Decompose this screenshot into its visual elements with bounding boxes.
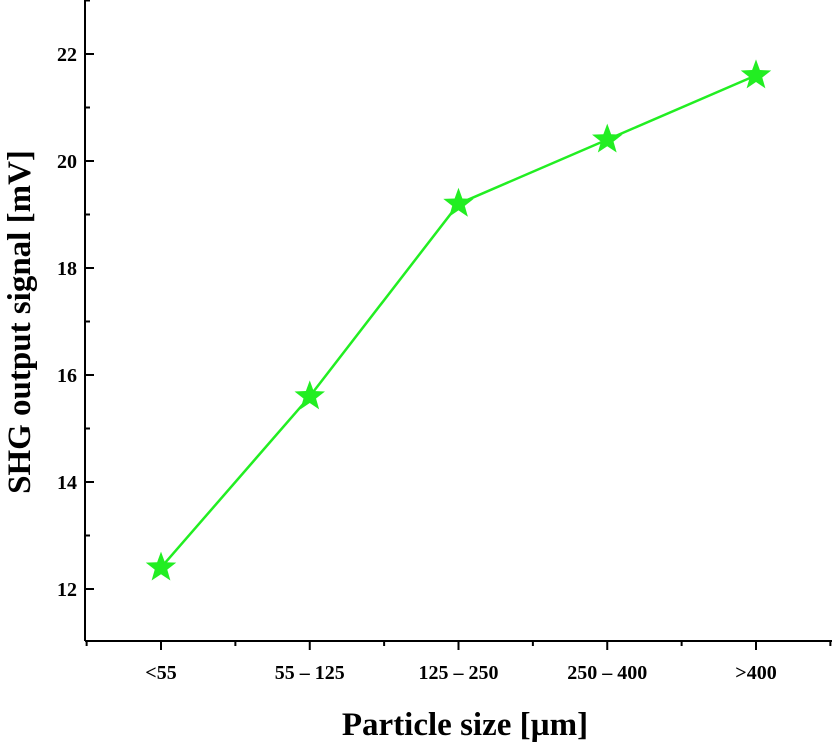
y-tick-label: 12	[57, 579, 77, 601]
y-tick-label: 22	[57, 44, 77, 66]
y-tick-label: 20	[57, 151, 77, 173]
x-tick-label: 55 – 125	[275, 662, 345, 684]
x-tick-label: 125 – 250	[419, 662, 499, 684]
axes	[84, 0, 832, 642]
data-point-star	[443, 187, 474, 217]
series-line	[160, 74, 757, 569]
x-ticks: <55 55 – 125 125 – 250 250 – 400 >400	[85, 641, 832, 684]
x-tick-label: 250 – 400	[567, 662, 647, 684]
plot-area	[145, 59, 772, 581]
y-axis-title: SHG output signal [mV]	[2, 150, 38, 494]
x-tick-label: >400	[735, 662, 776, 684]
x-tick-label: <55	[145, 662, 176, 684]
data-point-star	[145, 551, 177, 581]
y-tick-label: 16	[57, 365, 77, 387]
y-ticks: 12 14 16 18 20 22	[57, 0, 94, 601]
data-point-star	[740, 59, 772, 89]
data-point-star	[294, 380, 325, 410]
x-axis-title: Particle size [µm]	[342, 707, 588, 743]
y-tick-label: 14	[57, 472, 77, 494]
y-tick-label: 18	[57, 258, 77, 280]
data-point-star	[592, 123, 623, 153]
